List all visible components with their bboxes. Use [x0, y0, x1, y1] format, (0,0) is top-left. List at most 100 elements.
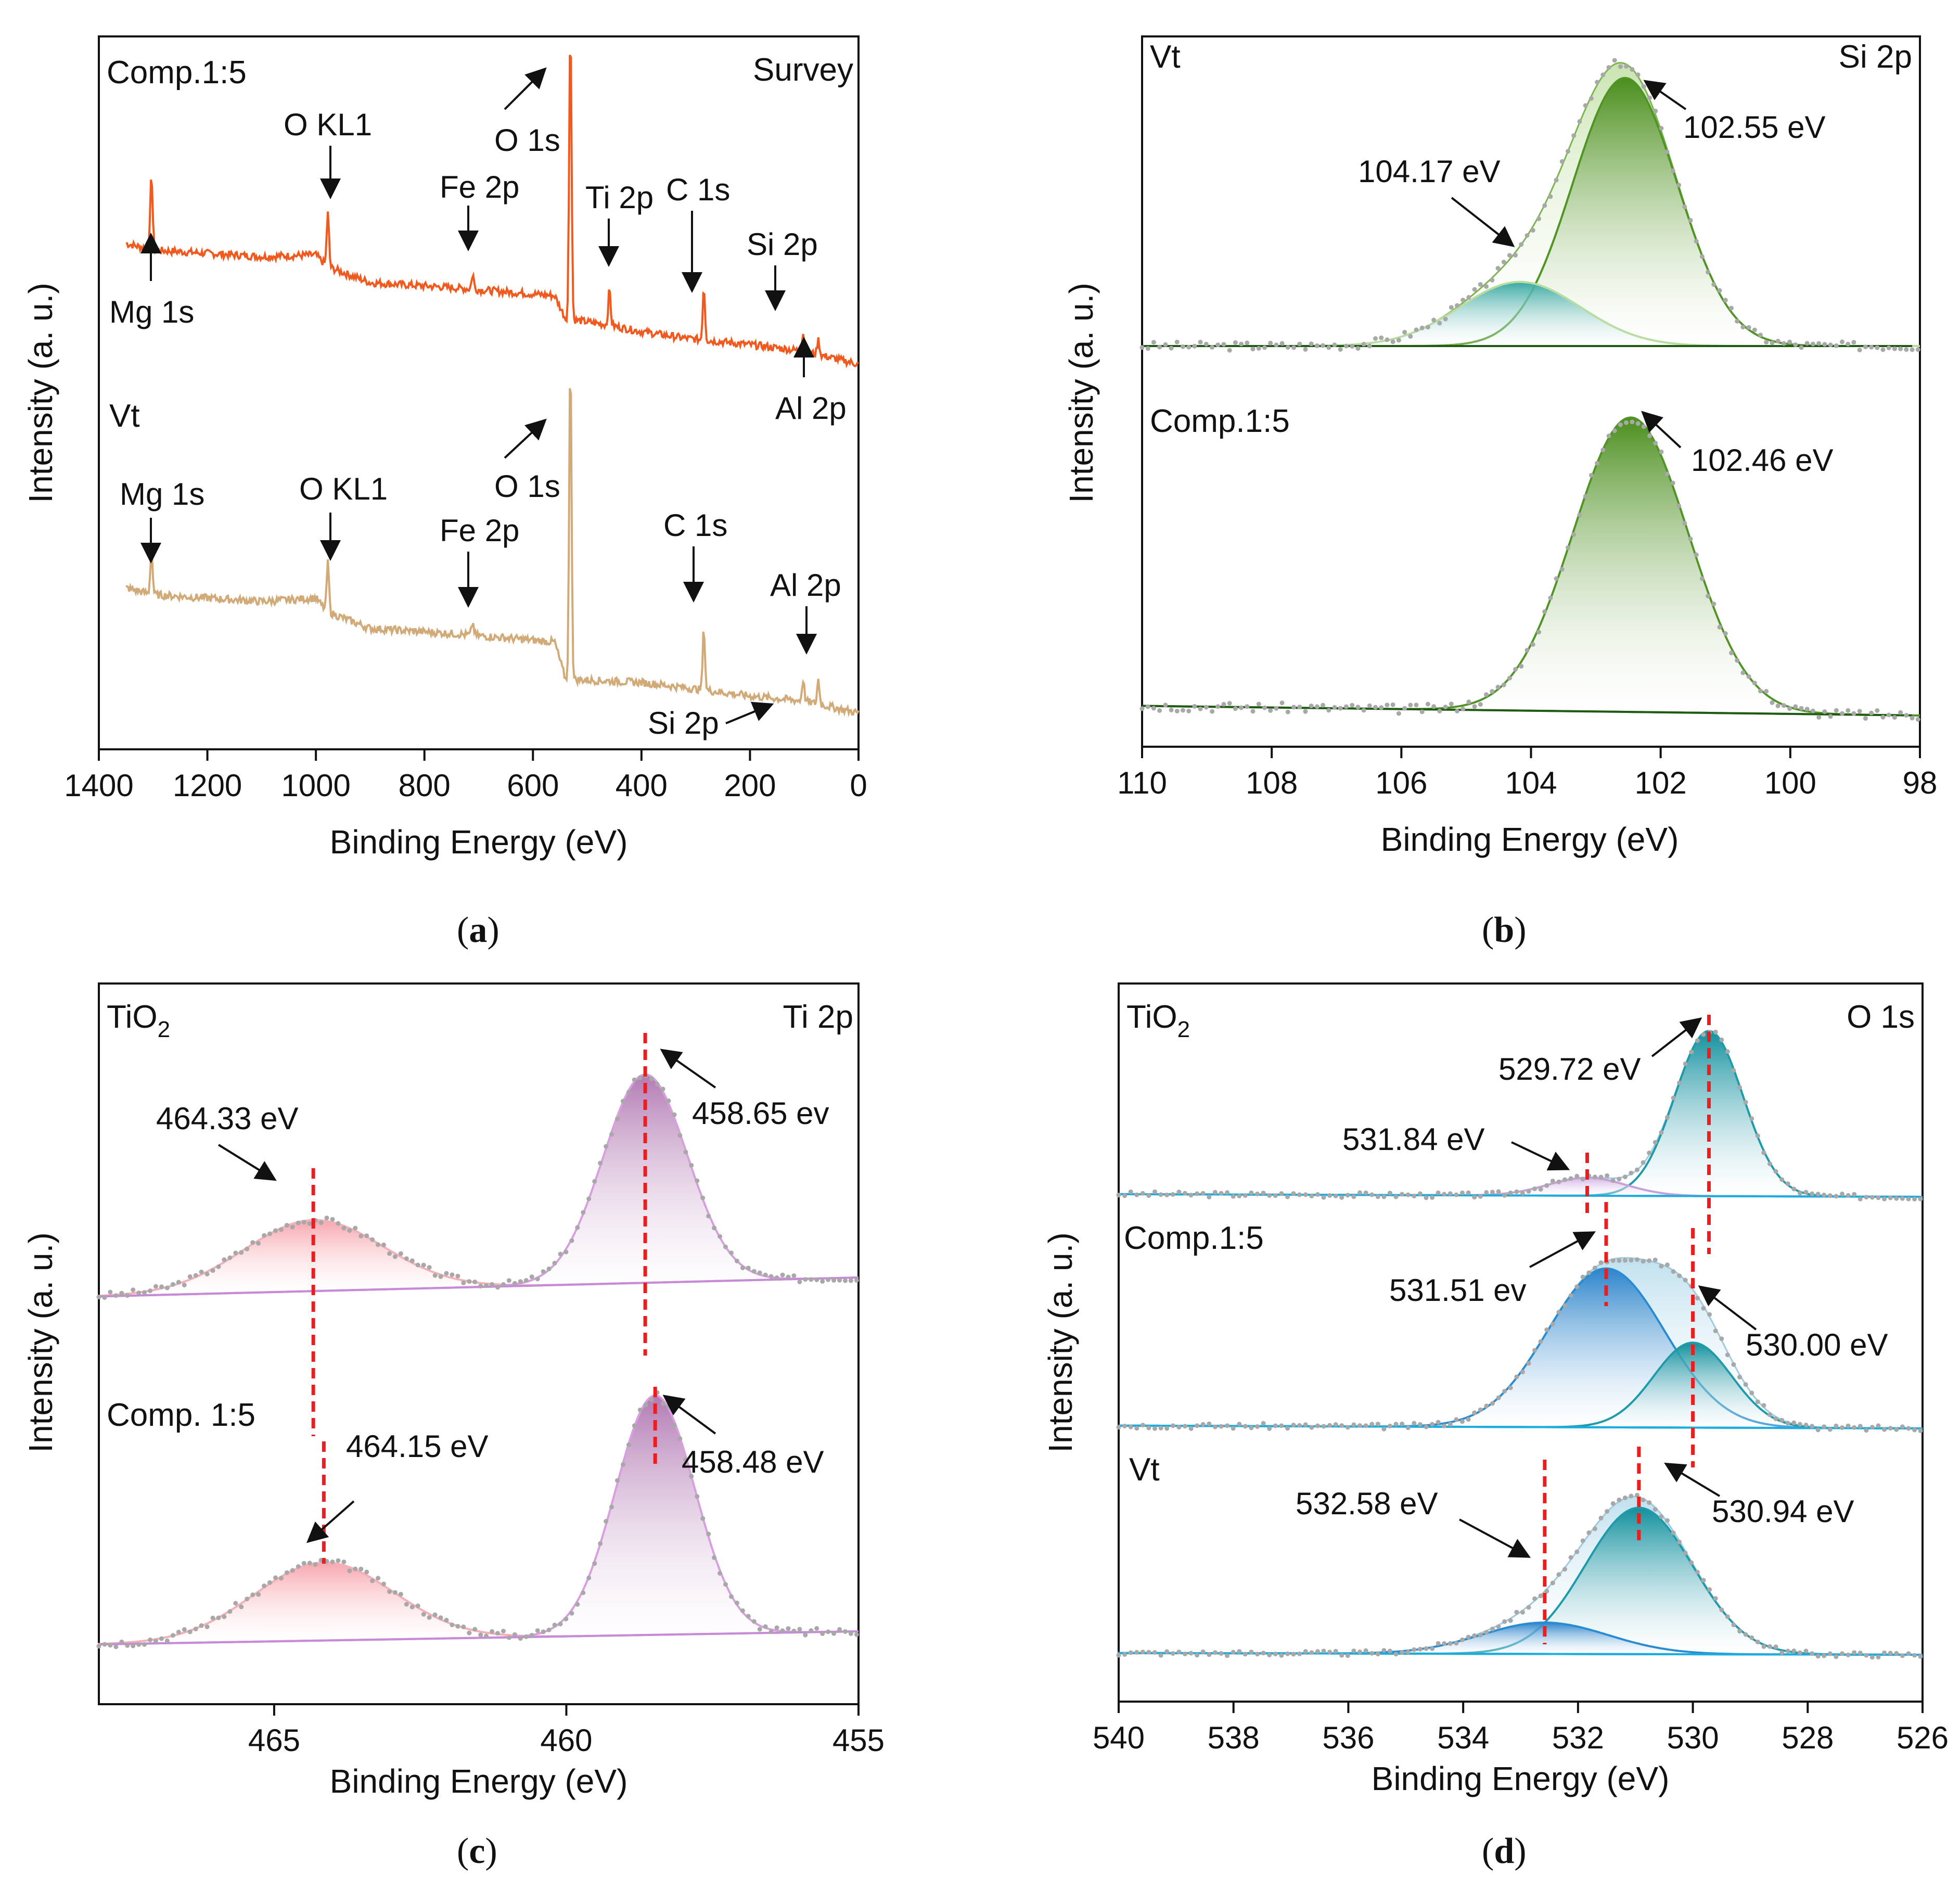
panel-d-point	[1761, 1644, 1766, 1649]
panel-c-point	[569, 1238, 574, 1243]
panel-d-point	[1237, 1422, 1242, 1427]
panel-b-point	[1396, 338, 1401, 343]
panel-c-point	[484, 1283, 489, 1288]
panel-b-point	[1466, 699, 1471, 705]
panel-d-arrow-531-51	[1529, 1231, 1596, 1268]
panel-b-point	[1752, 681, 1757, 686]
panel-c-point	[620, 1098, 625, 1104]
panel-d-point	[1237, 1649, 1242, 1654]
panel-d-point	[1857, 1196, 1863, 1202]
panel-d-point	[1405, 1425, 1411, 1430]
panel-b-point	[1279, 700, 1285, 706]
panel-b-point	[1606, 65, 1611, 70]
panel-c-point	[809, 1277, 814, 1282]
panel-c-point	[490, 1629, 495, 1634]
panel-d-point	[1647, 1151, 1652, 1156]
panel-b-tick-label-0: 110	[1117, 765, 1167, 800]
panel-d-point	[1912, 1427, 1917, 1433]
panel-b-point	[1361, 708, 1366, 713]
panel-b-point	[1227, 701, 1232, 706]
panel-d-point	[1846, 1423, 1851, 1428]
panel-d-point	[1357, 1190, 1362, 1195]
panel-b-point	[1169, 346, 1174, 351]
panel-b-datapoints-0	[1139, 58, 1920, 353]
panel-c-point	[256, 1592, 261, 1597]
panel-b-point	[1699, 254, 1705, 259]
panel-b-point	[1810, 341, 1815, 347]
panel-d-tick-label-6: 528	[1782, 1720, 1834, 1755]
panel-d-point	[1430, 1195, 1435, 1200]
panel-d-point	[1478, 1194, 1483, 1199]
panel-d-point	[1207, 1194, 1212, 1199]
panel-c-point	[734, 1258, 739, 1263]
panel-b-point	[1215, 342, 1221, 348]
panel-d-point	[1496, 1189, 1501, 1194]
panel-d-point	[1773, 1416, 1778, 1421]
panel-b-point	[1711, 282, 1716, 287]
panel-b-point	[1653, 108, 1658, 113]
panel-d-point	[1176, 1190, 1182, 1195]
panel-b-point	[1624, 64, 1629, 69]
panel-c-point	[119, 1639, 124, 1644]
panel-b-point	[1863, 344, 1868, 350]
panel-a-anno-5: C 1s	[666, 172, 730, 207]
panel-c-point	[746, 1614, 751, 1619]
panel-b-point	[1285, 345, 1290, 350]
panel-c-point	[552, 1260, 557, 1266]
panel-b-point	[1647, 433, 1652, 438]
panel-d-point	[1454, 1192, 1459, 1197]
panel-b-point	[1624, 420, 1629, 425]
panel-d-point	[1460, 1637, 1465, 1642]
panel-c-point	[472, 1280, 478, 1284]
panel-d-frame	[1118, 982, 1924, 1703]
panel-d-point	[1333, 1422, 1338, 1427]
panel-d-point	[1520, 1191, 1525, 1196]
panel-d-point	[1815, 1654, 1821, 1659]
panel-d-series	[1116, 1015, 1923, 1660]
panel-c-point	[518, 1279, 523, 1284]
panel-d-point	[1580, 1538, 1585, 1543]
panel-d-point	[1568, 1293, 1573, 1298]
panel-d-point	[1400, 1192, 1405, 1197]
panel-d-point	[1170, 1651, 1175, 1656]
panel-b-point	[1303, 709, 1308, 714]
panel-d-point	[1454, 1641, 1459, 1646]
panel-c-point	[586, 1575, 592, 1580]
panel-d-point	[1617, 1177, 1622, 1182]
panel-b-point	[1239, 341, 1244, 347]
panel-d-point	[1827, 1193, 1833, 1198]
panel-b-arrow-102-46	[1641, 411, 1682, 449]
panel-d-point	[1436, 1420, 1441, 1425]
panel-d-point	[1652, 1257, 1658, 1262]
panel-d-point	[1550, 1322, 1555, 1327]
panel-d-point	[1683, 1061, 1688, 1066]
panel-c-tio2-sub: 2	[158, 1017, 170, 1042]
panel-d-point	[1261, 1421, 1266, 1426]
panel-b-si2p: 110 108 106 104 102 100 98 Si 2p Vt Comp.1:5 1…	[1062, 35, 1937, 950]
panel-c-point	[108, 1289, 113, 1295]
panel-c-point	[541, 1629, 546, 1634]
panel-d-point	[1846, 1652, 1851, 1657]
panel-c-point	[763, 1272, 768, 1277]
panel-c-point	[569, 1611, 574, 1616]
panel-b-point	[1321, 702, 1326, 708]
panel-c-point	[108, 1643, 113, 1648]
panel-c-point	[563, 1616, 569, 1621]
panel-a-survey: 1400 1200 1000 800 600 400 200 0 Mg 1s O KL1 Fe 2…	[22, 35, 867, 950]
panel-b-point	[1530, 228, 1535, 233]
panel-d-point	[1375, 1652, 1380, 1657]
panel-b-point	[1641, 84, 1646, 89]
panel-b-point	[1688, 536, 1693, 542]
panel-c-point	[358, 1566, 364, 1572]
panel-d-point	[1261, 1191, 1266, 1196]
panel-c-frame	[98, 982, 860, 1705]
panel-c-point	[444, 1271, 449, 1276]
panel-c-point	[797, 1280, 802, 1284]
panel-d-title: O 1s	[1847, 999, 1915, 1035]
panel-c-point	[358, 1233, 364, 1238]
panel-b-point	[1910, 716, 1915, 721]
panel-d-point	[1363, 1423, 1368, 1428]
panel-d-point	[1447, 1422, 1453, 1427]
panel-b-point	[1682, 205, 1687, 209]
panel-c-point	[774, 1275, 779, 1280]
